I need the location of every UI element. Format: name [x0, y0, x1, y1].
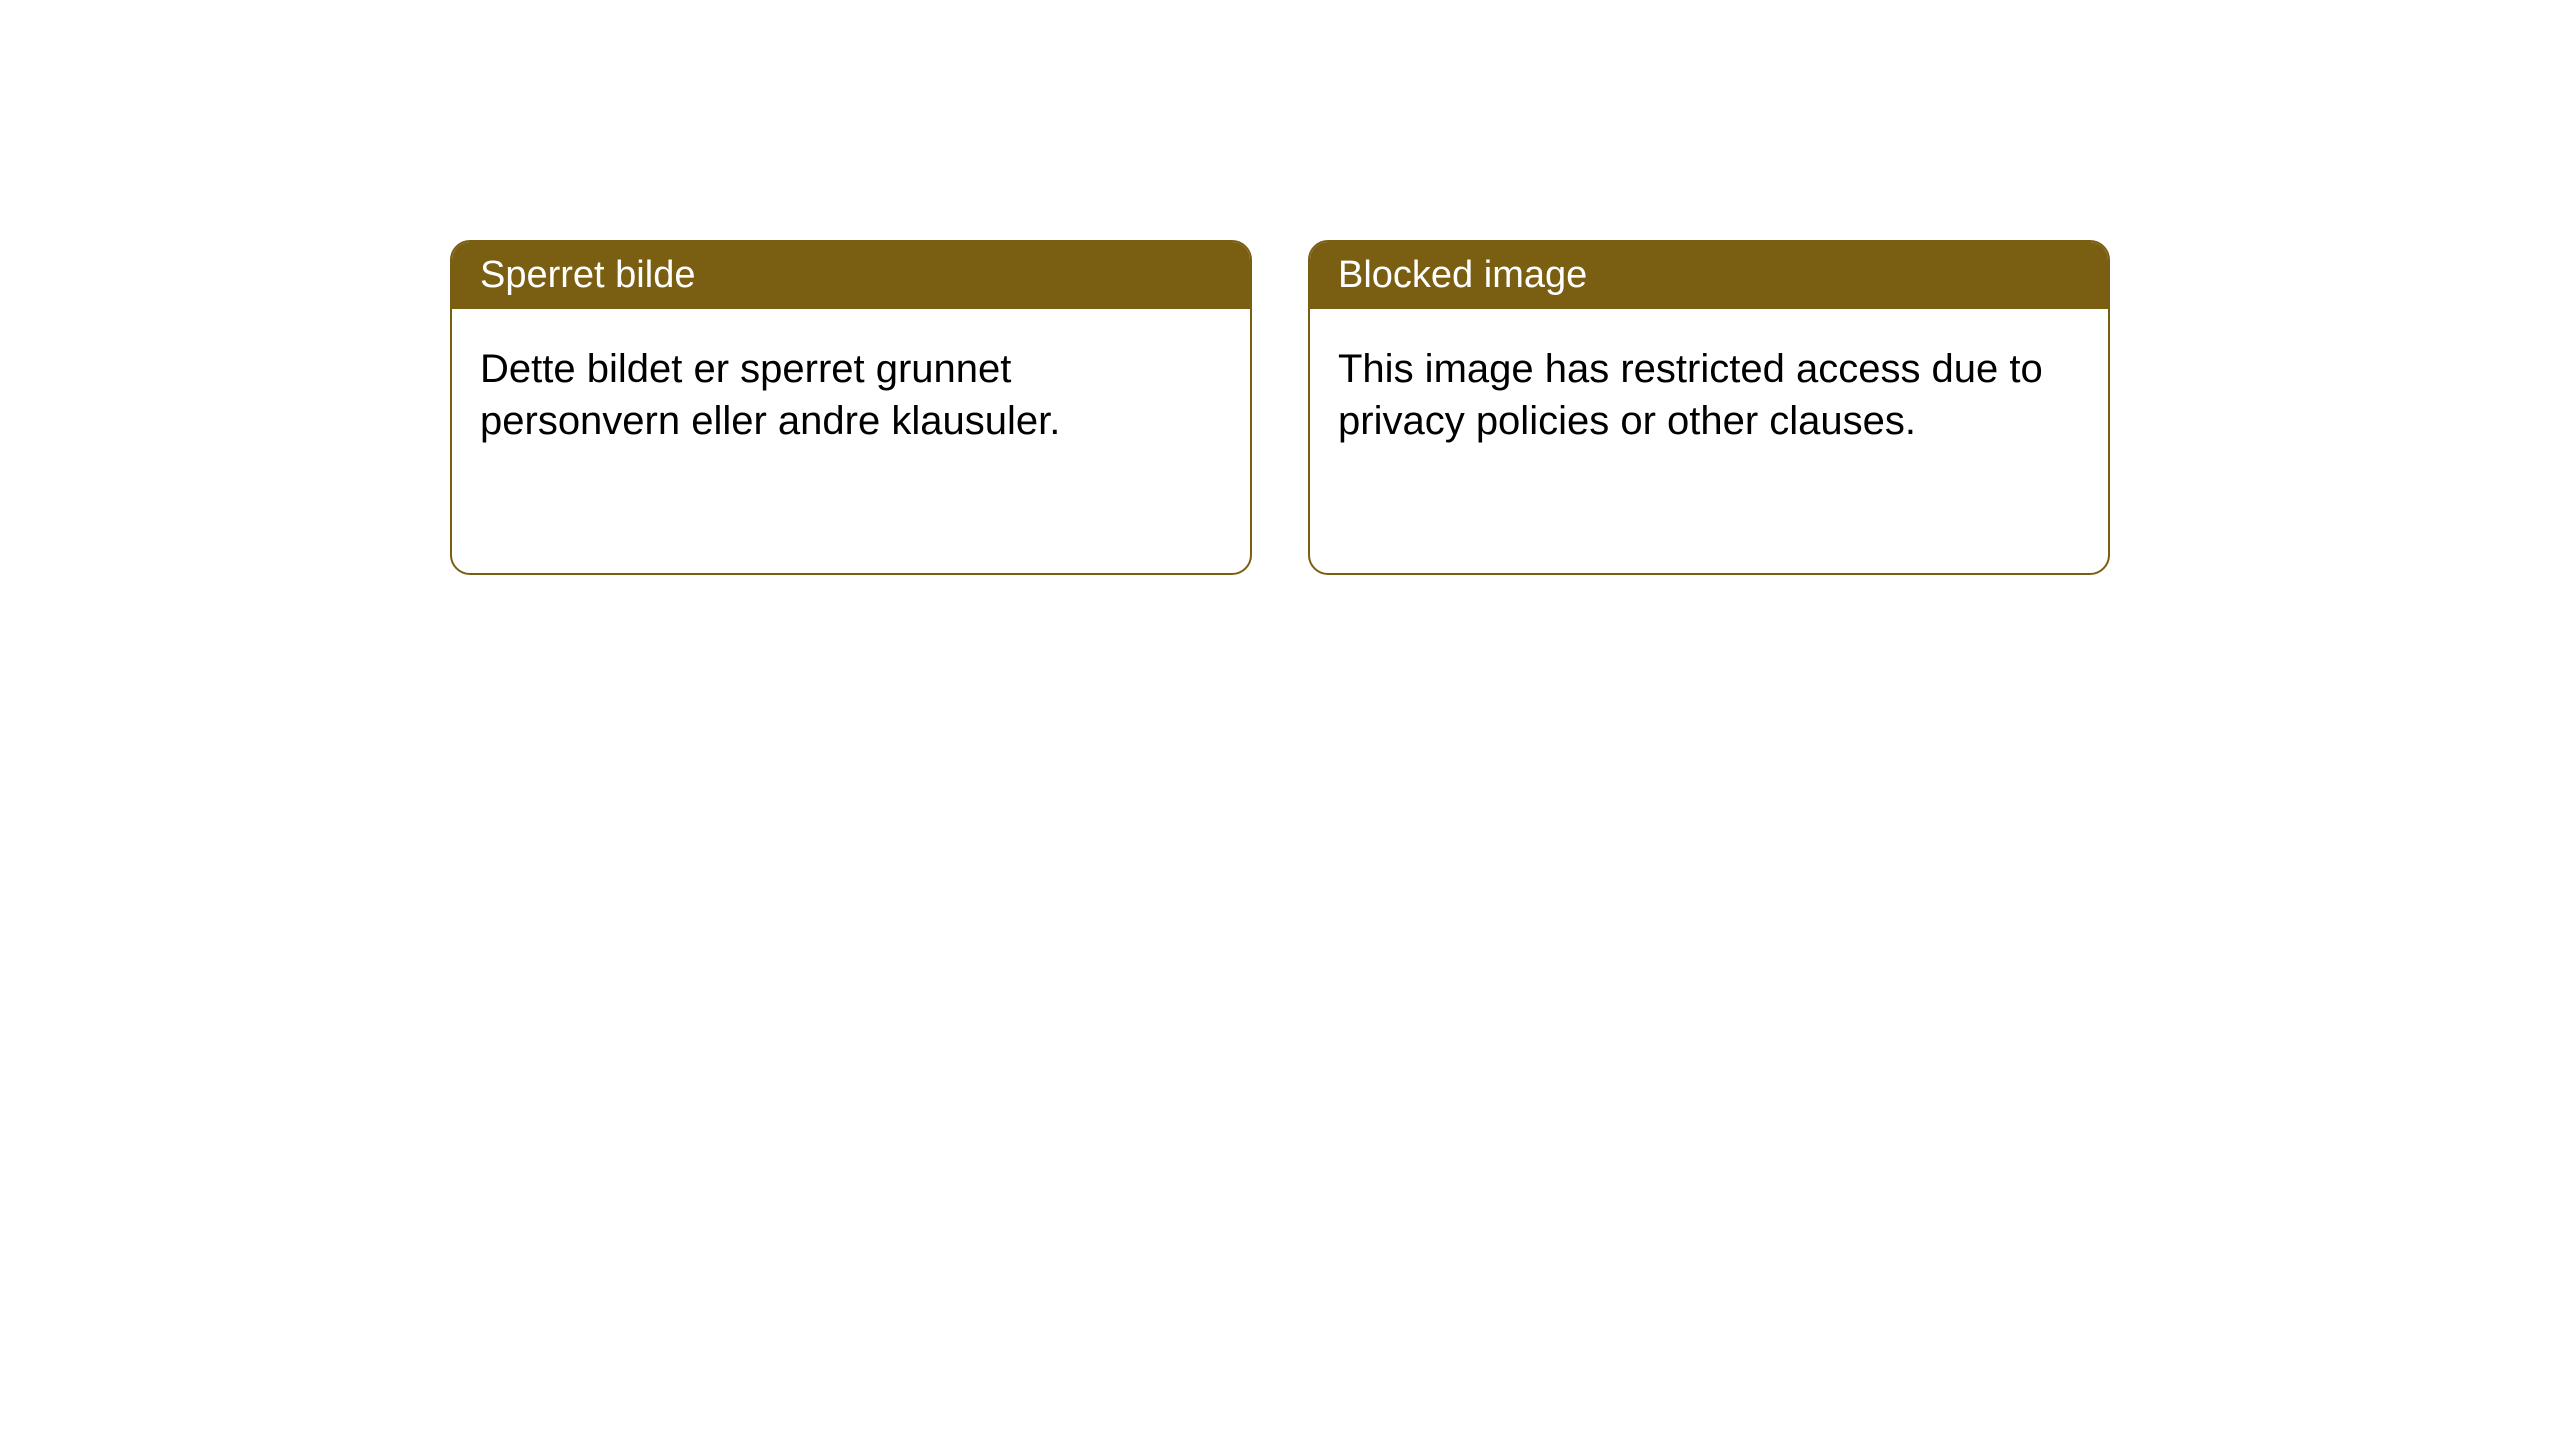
card-body-no: Dette bildet er sperret grunnet personve… [452, 309, 1250, 481]
blocked-image-card-en: Blocked image This image has restricted … [1308, 240, 2110, 575]
card-body-en: This image has restricted access due to … [1310, 309, 2108, 481]
card-header-en: Blocked image [1310, 242, 2108, 309]
card-text-en: This image has restricted access due to … [1338, 347, 2043, 443]
card-header-no: Sperret bilde [452, 242, 1250, 309]
card-title-en: Blocked image [1338, 254, 1587, 296]
card-title-no: Sperret bilde [480, 254, 695, 296]
cards-container: Sperret bilde Dette bildet er sperret gr… [0, 0, 2560, 575]
blocked-image-card-no: Sperret bilde Dette bildet er sperret gr… [450, 240, 1252, 575]
card-text-no: Dette bildet er sperret grunnet personve… [480, 347, 1060, 443]
